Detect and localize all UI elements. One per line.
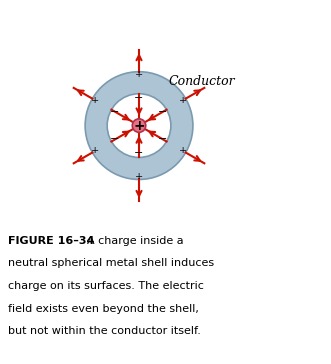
Text: −: − — [134, 148, 144, 158]
Text: field exists even beyond the shell,: field exists even beyond the shell, — [8, 304, 199, 313]
Text: −: − — [158, 134, 168, 145]
Text: Conductor: Conductor — [169, 75, 235, 88]
Text: +: + — [135, 172, 143, 181]
Text: neutral spherical metal shell induces: neutral spherical metal shell induces — [8, 258, 214, 269]
Text: −: − — [110, 107, 120, 117]
Text: +: + — [179, 146, 187, 155]
Text: +: + — [91, 96, 99, 105]
Text: FIGURE 16–34: FIGURE 16–34 — [8, 236, 94, 246]
Text: +: + — [133, 119, 145, 132]
Text: −: − — [134, 93, 144, 103]
Text: +: + — [135, 70, 143, 79]
Text: +: + — [91, 146, 99, 155]
Circle shape — [107, 94, 171, 157]
Text: +: + — [179, 96, 187, 105]
Text: charge on its surfaces. The electric: charge on its surfaces. The electric — [8, 281, 204, 291]
Circle shape — [132, 119, 146, 132]
Text: −: − — [158, 107, 168, 117]
Text: A charge inside a: A charge inside a — [80, 236, 184, 246]
Text: −: − — [110, 134, 120, 145]
Text: but not within the conductor itself.: but not within the conductor itself. — [8, 326, 201, 336]
Circle shape — [85, 72, 193, 179]
